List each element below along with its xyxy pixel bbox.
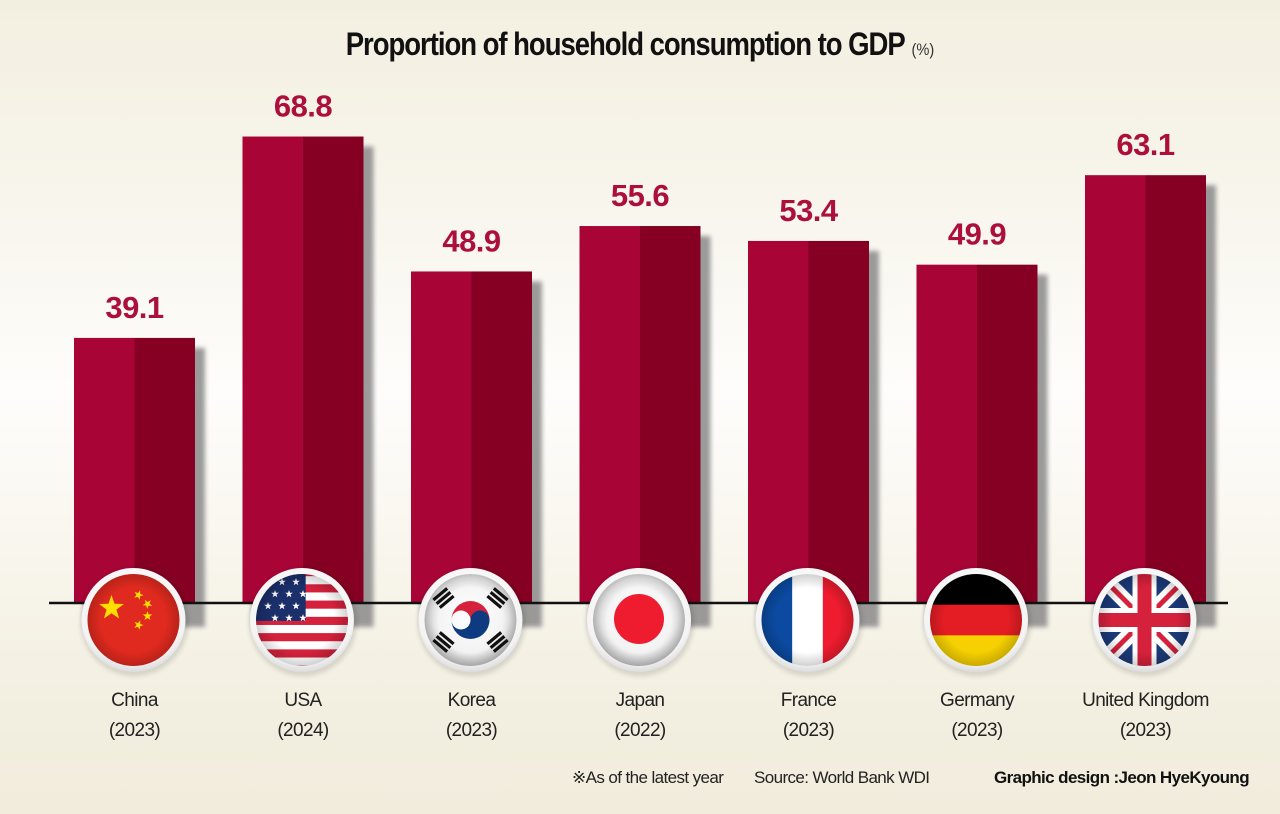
bar-usa-front: [242, 136, 303, 603]
uk-flag-icon: [1091, 568, 1200, 676]
value-label-usa: 68.8: [274, 89, 333, 124]
value-label-germany: 49.9: [948, 217, 1007, 252]
usa-flag-icon: [249, 568, 357, 676]
title-unit: (%): [911, 40, 935, 59]
bar-china: [74, 337, 195, 603]
category-label-france: France: [781, 690, 837, 711]
bar-united-kingdom-side: [1145, 175, 1206, 603]
bar-japan: [579, 226, 701, 604]
bar-korea-front: [411, 271, 472, 603]
bar-germany: [916, 264, 1038, 603]
source-note: Source: World Bank WDI: [754, 768, 930, 787]
value-label-japan: 55.6: [611, 178, 670, 213]
value-label-france: 53.4: [779, 193, 839, 228]
bar-france-front: [748, 240, 809, 603]
value-label-china: 39.1: [105, 290, 164, 325]
bar-germany-front: [916, 264, 977, 603]
bar-korea: [411, 271, 532, 603]
bar-france: [748, 240, 869, 603]
bar-france-side: [808, 240, 869, 603]
year-label-japan: (2022): [614, 720, 666, 741]
japan-flag-icon: [586, 568, 694, 676]
germany-flag-icon: [923, 568, 1031, 676]
year-label-china: (2023): [109, 720, 161, 741]
bar-korea-side: [471, 271, 532, 603]
france-flag-icon: [754, 568, 863, 676]
category-label-usa: USA: [284, 690, 322, 711]
year-label-france: (2023): [783, 720, 835, 741]
category-label-japan: Japan: [616, 690, 665, 711]
year-label-germany: (2023): [951, 720, 1003, 741]
bar-germany-side: [977, 264, 1038, 603]
value-label-united-kingdom: 63.1: [1116, 127, 1175, 162]
bar-united-kingdom-front: [1085, 175, 1146, 603]
title-text: Proportion of household consumption to G…: [345, 26, 906, 62]
graphic-credit: Graphic design :Jeon HyeKyoung: [994, 768, 1250, 787]
category-label-united-kingdom: United Kingdom: [1082, 690, 1209, 711]
bar-united-kingdom: [1085, 175, 1206, 603]
bar-japan-side: [640, 226, 701, 604]
chart-title: Proportion of household consumption to G…: [90, 26, 1191, 63]
bar-china-side: [134, 337, 195, 603]
value-label-korea: 48.9: [442, 223, 501, 258]
footnote: ※As of the latest year: [572, 768, 724, 787]
category-label-korea: Korea: [448, 690, 497, 711]
category-label-germany: Germany: [940, 690, 1015, 711]
bar-china-front: [74, 337, 135, 603]
year-label-korea: (2023): [446, 720, 498, 741]
bar-usa-side: [303, 136, 364, 603]
year-label-usa: (2024): [277, 720, 329, 741]
category-label-china: China: [111, 690, 159, 711]
bar-japan-front: [579, 226, 640, 604]
china-flag-icon: [80, 568, 189, 676]
year-label-united-kingdom: (2023): [1120, 720, 1172, 741]
korea-flag-icon: [417, 568, 526, 676]
bar-usa: [242, 136, 364, 603]
